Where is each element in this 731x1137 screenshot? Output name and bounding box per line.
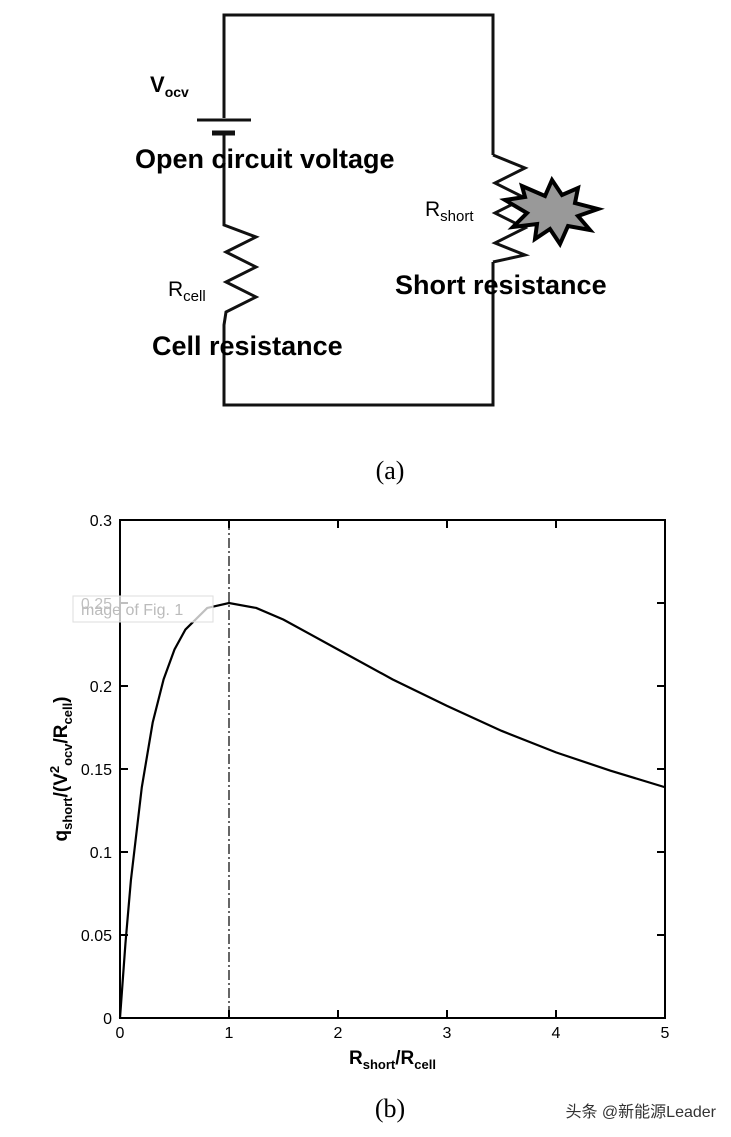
short-spark — [499, 175, 605, 249]
symbol: R — [168, 278, 183, 301]
y-label: qshort/(V2ocv/Rcell) — [47, 696, 75, 841]
subscript: cell — [183, 288, 206, 305]
symbol: R — [425, 198, 440, 221]
label-part: cell — [414, 1057, 436, 1072]
x-tick-label: 1 — [225, 1025, 234, 1042]
battery-caption: Open circuit voltage — [135, 144, 395, 174]
label-part: ocv — [60, 743, 75, 766]
label-part: q — [51, 830, 72, 842]
short-label: Rshort — [425, 198, 474, 225]
battery-label: Vocv — [150, 72, 189, 100]
x-tick-label: 0 — [116, 1025, 125, 1042]
y-tick-label: 0 — [103, 1011, 112, 1028]
label-part: ) — [51, 696, 72, 702]
short-resistor — [491, 153, 531, 264]
chart: 00.050.10.150.20.250.3012345Rshort/Rcell… — [47, 513, 669, 1123]
label-part: R — [349, 1048, 363, 1069]
label-part: cell — [60, 703, 75, 725]
short-caption: Short resistance — [395, 270, 607, 300]
watermark: 头条 @新能源Leader — [565, 1103, 716, 1121]
caption: (a) — [376, 456, 405, 485]
wire — [222, 13, 495, 155]
label-part: /R — [395, 1048, 414, 1069]
caption: (b) — [375, 1094, 405, 1123]
circuit: Vocv Open circuit voltage Rcell Cell res… — [135, 13, 607, 485]
symbol: V — [150, 72, 165, 97]
x-tick-label: 5 — [661, 1025, 670, 1042]
overlay-text: mage of Fig. 1 — [81, 602, 183, 619]
y-tick-label: 0.15 — [81, 762, 112, 779]
plot-frame — [119, 519, 666, 1019]
y-tick-label: 0.3 — [90, 513, 112, 530]
label-part: short — [60, 797, 75, 830]
cell-label: Rcell — [168, 278, 206, 305]
data-line — [118, 601, 666, 1019]
overlay-box — [72, 595, 214, 623]
label-part: short — [363, 1057, 396, 1072]
cell-caption: Cell resistance — [152, 331, 343, 361]
label-part: /(V — [51, 773, 72, 798]
x-tick-label: 2 — [334, 1025, 343, 1042]
x-tick-label: 3 — [443, 1025, 452, 1042]
subscript: short — [440, 208, 474, 225]
x-tick-label: 4 — [552, 1025, 561, 1042]
label-part: /R — [51, 724, 72, 743]
label-part: 2 — [47, 766, 62, 773]
y-tick-label: 0.2 — [90, 679, 112, 696]
x-label: Rshort/Rcell — [349, 1048, 436, 1072]
y-tick-label: 0.05 — [81, 928, 112, 945]
y-tick-label: 0.1 — [90, 845, 112, 862]
subscript: ocv — [165, 84, 189, 100]
cell-resistor — [222, 133, 495, 407]
